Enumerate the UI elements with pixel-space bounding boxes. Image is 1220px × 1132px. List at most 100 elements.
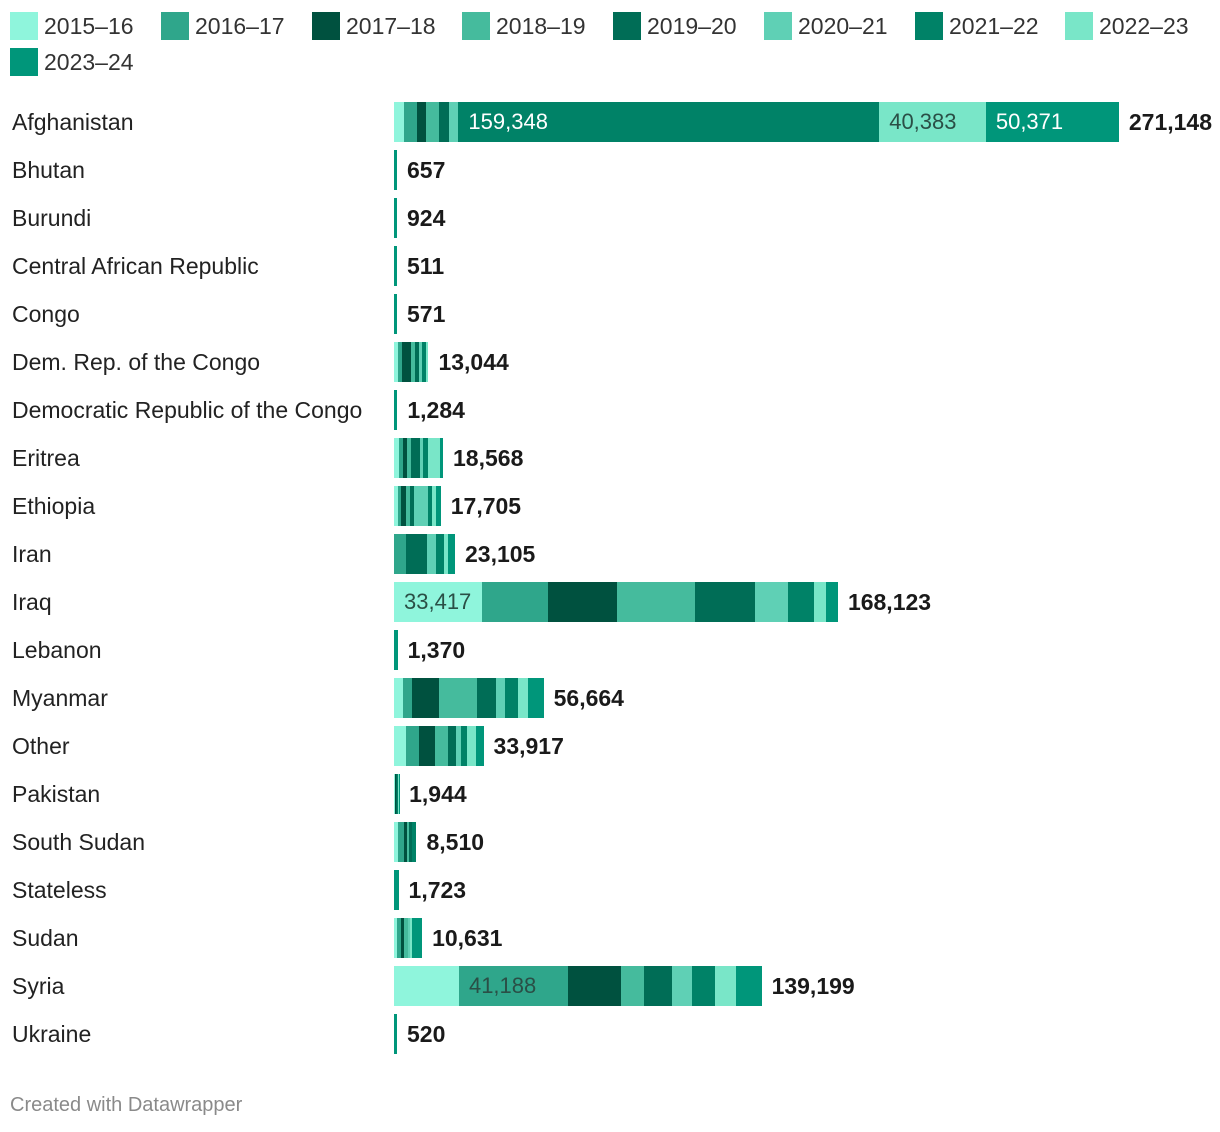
bar-segment bbox=[518, 678, 529, 718]
bar-segment bbox=[394, 198, 397, 238]
row-label: Dem. Rep. of the Congo bbox=[12, 349, 261, 375]
bar-segment bbox=[394, 918, 398, 958]
bar-segment bbox=[419, 726, 435, 766]
bar-segment bbox=[458, 102, 880, 142]
legend-item: 2016–17 bbox=[161, 11, 285, 41]
bar-segment bbox=[397, 342, 402, 382]
bar-segment bbox=[404, 822, 407, 862]
row-total-label: 139,199 bbox=[771, 973, 855, 999]
bar-segment bbox=[394, 246, 397, 286]
bar-segment bbox=[394, 630, 398, 670]
legend-swatch bbox=[10, 48, 38, 76]
bar-segment bbox=[396, 774, 397, 814]
row-total-label: 657 bbox=[407, 157, 446, 183]
bar-segment bbox=[395, 774, 396, 814]
bar-segment bbox=[408, 822, 413, 862]
bar-segment bbox=[427, 534, 437, 574]
bar-segment bbox=[504, 678, 519, 718]
bar-segment bbox=[495, 678, 505, 718]
bar-segment bbox=[405, 726, 420, 766]
bar-segment bbox=[548, 582, 617, 622]
bar-segment bbox=[397, 486, 402, 526]
bar-segment bbox=[394, 294, 397, 334]
bar-segment bbox=[461, 726, 467, 766]
row-label: Stateless bbox=[12, 877, 107, 903]
bar-segment bbox=[421, 342, 426, 382]
row-total-label: 1,944 bbox=[409, 781, 467, 807]
legend-item: 2015–16 bbox=[10, 11, 134, 41]
row-total-label: 17,705 bbox=[450, 493, 522, 519]
segment-value-label: 50,371 bbox=[995, 109, 1064, 134]
bar-segment bbox=[458, 966, 568, 1006]
bar-segment bbox=[407, 438, 412, 478]
row-total-label: 33,917 bbox=[493, 733, 564, 759]
row-total-label: 1,284 bbox=[407, 397, 465, 423]
bar-segment bbox=[394, 870, 399, 910]
legend-swatch bbox=[613, 12, 641, 40]
bar-segment bbox=[411, 438, 421, 478]
bar-segment bbox=[755, 582, 789, 622]
bar-segment bbox=[403, 102, 417, 142]
bar-segment bbox=[428, 438, 441, 478]
row-total-label: 924 bbox=[407, 205, 446, 231]
legend-label: 2022–23 bbox=[1099, 12, 1189, 39]
bar-segment bbox=[410, 918, 413, 958]
bar-segment bbox=[394, 150, 397, 190]
row-total-label: 1,723 bbox=[408, 877, 467, 903]
bar-segment bbox=[411, 342, 416, 382]
bar-segment bbox=[394, 1014, 397, 1054]
bar-segment bbox=[419, 342, 422, 382]
legend-swatch bbox=[764, 12, 792, 40]
bar-segment bbox=[567, 966, 621, 1006]
legend-swatch bbox=[10, 12, 38, 40]
row-label: Sudan bbox=[12, 925, 79, 951]
bar-segment bbox=[395, 774, 397, 814]
bar-segment bbox=[692, 966, 715, 1006]
bar-segment bbox=[406, 486, 411, 526]
row-label: Central African Republic bbox=[12, 253, 259, 279]
bar-segment bbox=[401, 486, 407, 526]
bar-segment bbox=[394, 774, 396, 814]
bar-segment bbox=[412, 918, 423, 958]
row-total-label: 10,631 bbox=[432, 925, 503, 951]
row-label: Myanmar bbox=[12, 685, 108, 711]
bar-segment bbox=[397, 918, 402, 958]
bar-segment bbox=[436, 486, 441, 526]
row-label: Burundi bbox=[12, 205, 92, 231]
legend-swatch bbox=[312, 12, 340, 40]
bar-segment bbox=[394, 582, 483, 622]
bar-segment bbox=[736, 966, 762, 1006]
legend-label: 2017–18 bbox=[346, 12, 436, 39]
bar-segment bbox=[394, 822, 399, 862]
bar-segment bbox=[401, 918, 404, 958]
bar-segment bbox=[448, 102, 459, 142]
bar-segment bbox=[416, 102, 427, 142]
stacked-bar-chart: Afghanistan 159,348 40,383 50,371 271,148 Bhu… bbox=[12, 102, 1212, 1054]
row-total-label: 13,044 bbox=[438, 349, 509, 375]
segment-value-label: 159,348 bbox=[468, 109, 548, 134]
row-label: Iraq bbox=[12, 589, 52, 615]
segment-value-label: 33,417 bbox=[404, 589, 472, 614]
bar-segment bbox=[397, 774, 398, 814]
datawrapper-credit: Created with Datawrapper bbox=[10, 1094, 243, 1116]
bar-segment bbox=[403, 678, 413, 718]
bar-segment bbox=[788, 582, 814, 622]
row-label: Syria bbox=[12, 973, 65, 999]
bar-segment bbox=[425, 342, 429, 382]
legend-swatch bbox=[1065, 12, 1093, 40]
bar-segment bbox=[399, 438, 404, 478]
row-label: Eritrea bbox=[12, 445, 80, 471]
row-total-label: 18,568 bbox=[453, 445, 524, 471]
bar-segment bbox=[397, 774, 399, 814]
row-total-label: 511 bbox=[407, 253, 445, 279]
bar-segment bbox=[879, 102, 986, 142]
bar-segment bbox=[448, 726, 457, 766]
bar-segment bbox=[434, 726, 449, 766]
bar-segment bbox=[482, 582, 549, 622]
bar-segment bbox=[410, 486, 414, 526]
bar-segment bbox=[398, 822, 405, 862]
bar-segment bbox=[694, 582, 755, 622]
bar-segment bbox=[423, 438, 429, 478]
bar-segment bbox=[644, 966, 673, 1006]
legend-item: 2020–21 bbox=[764, 11, 888, 41]
